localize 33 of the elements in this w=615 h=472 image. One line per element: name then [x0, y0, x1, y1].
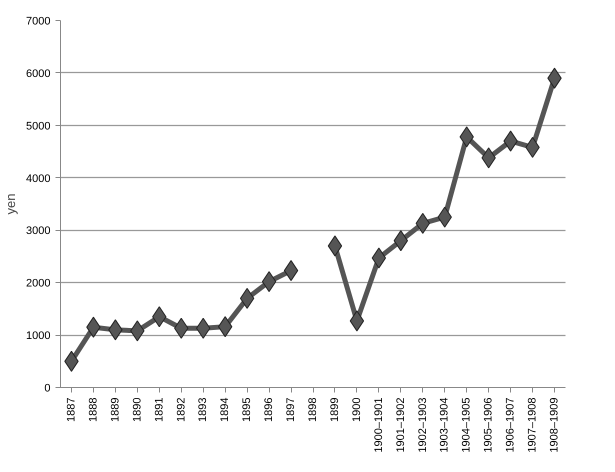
- x-tick-label: 1900–1901: [372, 397, 385, 453]
- x-tick-label: 1908–1909: [548, 397, 561, 453]
- x-tick-label: 1897: [285, 397, 298, 422]
- x-tick-label: 1903–1904: [438, 397, 451, 453]
- x-tick-label: 1890: [131, 397, 144, 422]
- y-tick-label: 5000: [26, 120, 51, 132]
- x-tick-label: 1893: [197, 397, 210, 422]
- x-tick-label: 1902–1903: [416, 397, 429, 453]
- x-tick-label: 1907–1908: [526, 397, 539, 453]
- y-tick-label: 6000: [26, 68, 51, 80]
- y-tick-label: 7000: [26, 16, 51, 28]
- x-tick-label: 1899: [328, 397, 341, 422]
- x-tick-label: 1901–1902: [394, 397, 407, 453]
- x-tick-label: 1887: [65, 397, 78, 422]
- point: [372, 248, 386, 268]
- x-tick-label: 1900: [350, 397, 363, 422]
- x-tick-label: 1888: [87, 397, 100, 422]
- y-tick-label: 4000: [26, 172, 51, 185]
- y-axis-title: yen: [3, 194, 18, 214]
- y-tick-label: 0: [44, 382, 51, 394]
- x-tick-label: 1891: [153, 397, 166, 422]
- x-tick-label: 1892: [175, 397, 188, 422]
- x-tick-label: 1895: [241, 397, 254, 422]
- x-tick-label: 1904–1905: [460, 397, 473, 453]
- x-tick-label: 1905–1906: [482, 397, 495, 453]
- x-tick-label: 1889: [109, 397, 122, 422]
- x-tick-label: 1898: [307, 397, 319, 422]
- y-tick-label: 2000: [26, 278, 51, 290]
- y-tick-label: 1000: [26, 330, 51, 342]
- x-tick-label: 1906–1907: [504, 397, 517, 453]
- x-tick-label: 1894: [219, 397, 232, 422]
- x-tick-label: 1896: [263, 397, 276, 422]
- y-tick-label: 3000: [26, 225, 51, 238]
